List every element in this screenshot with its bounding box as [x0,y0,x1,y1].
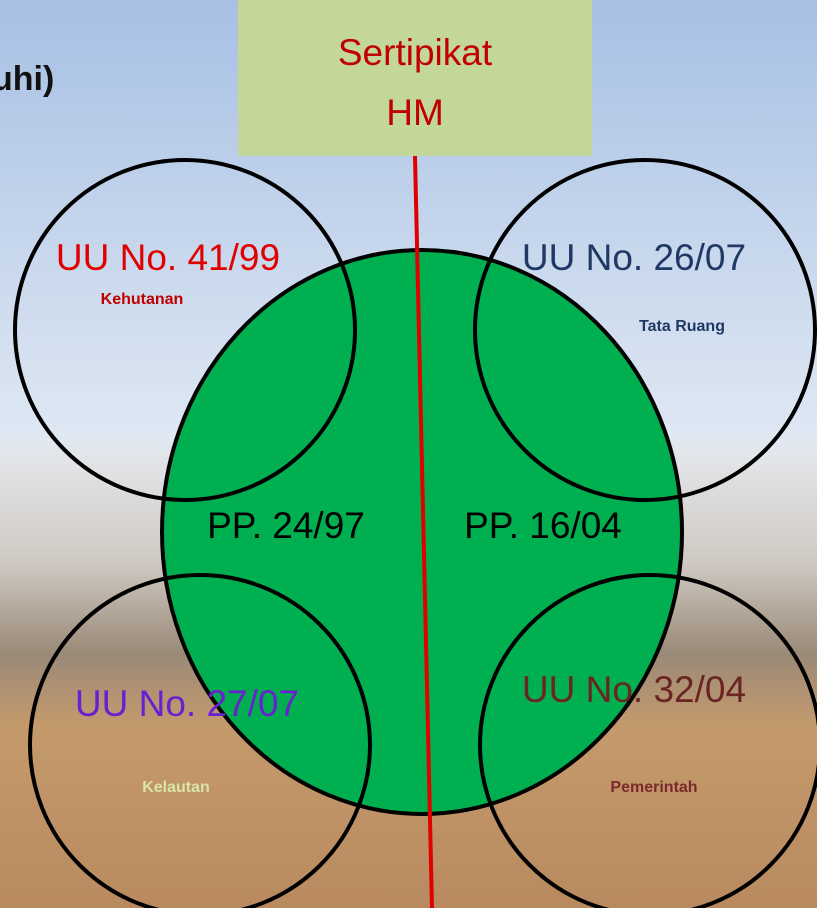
node-sublabel: Kehutanan [101,291,184,308]
node-sublabel: Kelautan [142,779,210,796]
node-label: UU No. 27/07 [75,683,299,724]
certificate-line: Sertipikat [338,32,493,73]
center-label: PP. 24/97 [207,505,365,546]
page: uhi) Sertipikat HM UU No. 41/99 Kehutana… [0,0,817,908]
node-label: UU No. 26/07 [522,237,746,278]
header-title: uhi) [0,60,54,98]
diagram: uhi) Sertipikat HM UU No. 41/99 Kehutana… [0,0,817,908]
node-label: UU No. 41/99 [56,237,280,278]
center-label: PP. 16/04 [464,505,622,546]
node-sublabel: Tata Ruang [639,318,725,335]
certificate-line: HM [386,92,444,133]
node-sublabel: Pemerintah [610,779,697,796]
node-label: UU No. 32/04 [522,669,746,710]
